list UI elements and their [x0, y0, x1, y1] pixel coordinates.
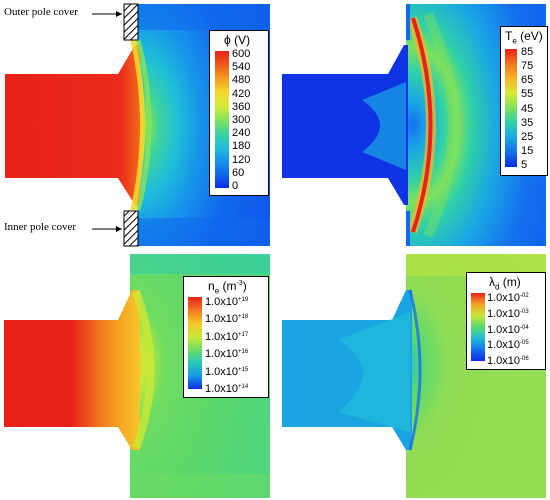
tick-label: 420 — [232, 87, 251, 100]
tick-label: 55 — [521, 88, 534, 101]
electron-density-panel: ne (m-3) 1.0x10+19 1.0x10+18 1.0x10+17 1.0x… — [0, 252, 275, 500]
debye-length-legend-title: λd (m) — [489, 275, 521, 292]
tick-label: 15 — [521, 144, 534, 157]
potential-legend: ϕ (V) 600 540 480 420 360 300 240 180 120 60 0 — [209, 30, 269, 196]
potential-legend-title: ϕ (V) — [224, 33, 251, 47]
debye-length-colorbar — [471, 293, 485, 361]
tick-label: 480 — [232, 74, 251, 87]
tick-label: 180 — [232, 140, 251, 153]
channel-region — [4, 290, 140, 450]
outer-pole-cover-label: Outer pole cover — [4, 6, 78, 18]
tick-label: 1.0x10-04 — [487, 323, 529, 336]
density-tick-labels: 1.0x10+19 1.0x10+18 1.0x10+17 1.0x10+16 1.0x… — [205, 295, 267, 395]
temperature-legend-title: Te (eV) — [505, 29, 543, 46]
tick-label: 120 — [232, 153, 251, 166]
tick-label: 35 — [521, 116, 534, 129]
inner-pole-cover-label: Inner pole cover — [4, 221, 77, 233]
density-legend: ne (m-3) 1.0x10+19 1.0x10+18 1.0x10+17 1.0x… — [183, 276, 269, 398]
tick-label: 300 — [232, 114, 251, 126]
outer-pole-cover — [123, 3, 139, 41]
tick-label: 65 — [521, 74, 534, 87]
tick-label: 1.0x10+15 — [205, 365, 249, 378]
tick-label: 1.0x10+18 — [205, 313, 249, 326]
tick-label: 540 — [232, 61, 251, 74]
tick-label: 5 — [521, 159, 528, 171]
tick-label: 45 — [521, 102, 534, 115]
temperature-tick-labels: 85 75 65 55 45 35 25 15 5 — [521, 47, 545, 171]
channel-region — [5, 45, 140, 205]
tick-label: 1.0x10+19 — [205, 296, 249, 308]
tick-label: 85 — [521, 46, 534, 58]
inner-pole-cover — [123, 210, 139, 247]
tick-label: 1.0x10-06 — [487, 355, 529, 367]
tick-label: 240 — [232, 127, 251, 140]
tick-label: 360 — [232, 100, 251, 113]
density-legend-title: ne (m-3) — [208, 279, 247, 296]
channel-region — [282, 45, 408, 205]
tick-label: 1.0x10-05 — [487, 339, 529, 352]
temperature-colorbar — [505, 49, 517, 167]
tick-label: 1.0x10+17 — [205, 330, 249, 343]
debye-length-panel: λd (m) 1.0x10-02 1.0x10-03 1.0x10-04 1.0x10… — [278, 252, 550, 500]
potential-panel: Outer pole cover Inner pole cover ϕ (V) … — [0, 0, 275, 250]
temperature-legend: Te (eV) 85 75 65 55 45 35 25 15 5 — [500, 26, 548, 176]
tick-label: 1.0x10-03 — [487, 307, 529, 320]
tick-label: 1.0x10+16 — [205, 348, 249, 361]
tick-label: 60 — [232, 166, 245, 179]
tick-label: 25 — [521, 130, 534, 143]
debye-length-legend: λd (m) 1.0x10-02 1.0x10-03 1.0x10-04 1.0x10… — [466, 272, 546, 370]
tick-label: 1.0x10+14 — [205, 383, 249, 395]
tick-label: 75 — [521, 60, 534, 73]
tick-label: 1.0x10-02 — [487, 292, 529, 304]
debye-length-tick-labels: 1.0x10-02 1.0x10-03 1.0x10-04 1.0x10-05 1.0x… — [487, 291, 544, 367]
potential-colorbar — [215, 51, 229, 188]
tick-label: 0 — [232, 180, 239, 192]
potential-tick-labels: 600 540 480 420 360 300 240 180 120 60 0 — [232, 49, 266, 192]
electron-temperature-panel: Te (eV) 85 75 65 55 45 35 25 15 5 — [278, 0, 550, 250]
density-colorbar — [188, 297, 202, 389]
tick-label: 600 — [232, 48, 251, 60]
